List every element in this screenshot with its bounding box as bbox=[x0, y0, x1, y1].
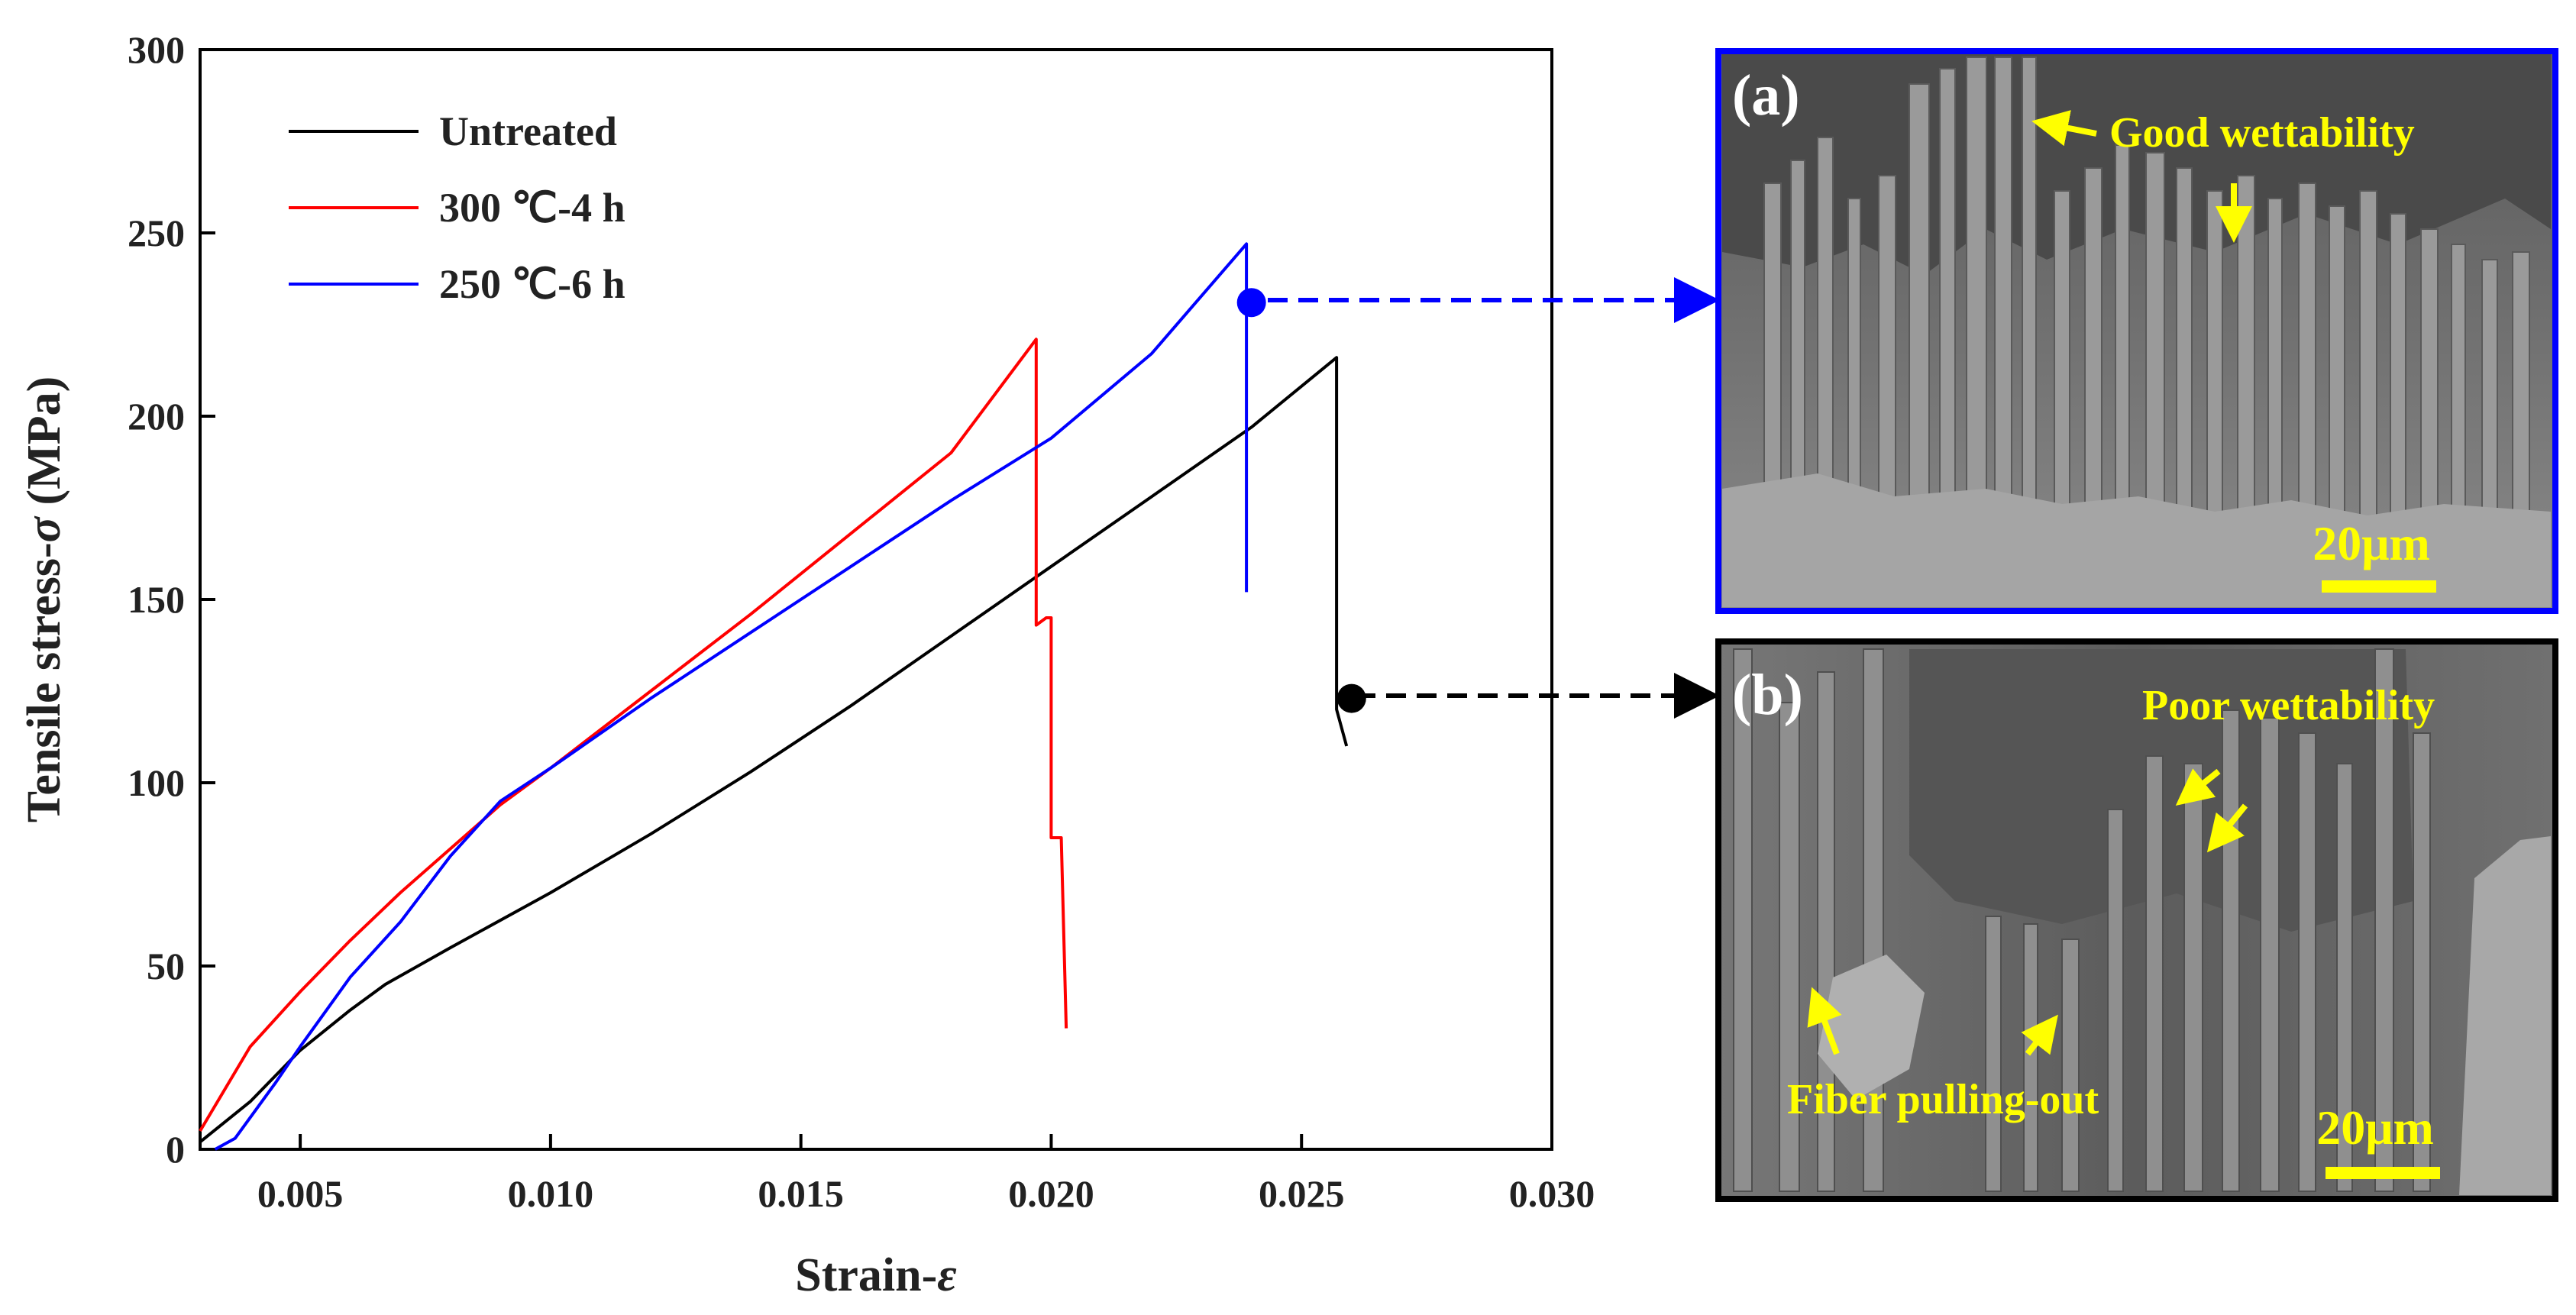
legend: Untreated 300 ℃-4 h 250 ℃-6 h bbox=[289, 108, 625, 307]
sem-panel-a-label: (a) bbox=[1732, 63, 1800, 128]
sem-panel-b-label: (b) bbox=[1732, 663, 1803, 727]
y-axis-ticks bbox=[200, 48, 215, 1151]
fracture-markers bbox=[1236, 288, 1366, 713]
x-axis-ticks bbox=[299, 1134, 1553, 1149]
sem-b-debris bbox=[1818, 955, 1925, 1100]
sem-panel-b-border bbox=[1715, 638, 2558, 1202]
y-tick-label: 100 bbox=[128, 761, 185, 804]
series-line-untreated bbox=[199, 356, 1349, 1143]
fracture-marker bbox=[1336, 683, 1366, 713]
y-tick-label: 250 bbox=[128, 212, 185, 254]
sem-panel-b: (b) Poor wettability Fiber pulling-out 2… bbox=[1715, 638, 2558, 1202]
sem-panel-a-annotation: Good wettability bbox=[2109, 109, 2415, 157]
x-tick-label: 0.010 bbox=[508, 1172, 594, 1215]
sem-panel-b-annotation-1: Poor wettability bbox=[2142, 682, 2435, 729]
y-tick-label: 50 bbox=[147, 945, 185, 987]
x-axis-tick-labels: 0.005 0.010 0.015 0.020 0.025 0.030 bbox=[257, 1172, 1595, 1215]
sem-a-fibers bbox=[1763, 57, 2530, 535]
sem-panel-a-border bbox=[1715, 48, 2558, 614]
x-tick-label: 0.015 bbox=[758, 1172, 844, 1215]
sem-panel-b-scale-label: 20μm bbox=[2316, 1100, 2434, 1155]
legend-label-250c-6h: 250 ℃-6 h bbox=[439, 261, 625, 307]
sem-b-arrow-1 bbox=[2175, 768, 2221, 806]
sem-panel-a: (a) Good wettability 20μm bbox=[1715, 48, 2558, 614]
y-tick-label: 300 bbox=[128, 28, 185, 71]
x-tick-label: 0.005 bbox=[257, 1172, 344, 1215]
series-line-250-6-h bbox=[214, 242, 1249, 1151]
plot-frame bbox=[199, 48, 1553, 1151]
x-tick-label: 0.030 bbox=[1509, 1172, 1595, 1215]
y-axis-tick-labels: 0 50 100 150 200 250 300 bbox=[128, 28, 185, 1171]
sem-a-matrix bbox=[1722, 473, 2551, 607]
y-tick-label: 200 bbox=[128, 395, 185, 438]
sem-panel-a-scale-label: 20μm bbox=[2313, 516, 2430, 570]
sem-panel-b-scale-bar bbox=[2326, 1167, 2440, 1179]
y-axis-title: Tensile stress-σ (MPa) bbox=[18, 376, 70, 822]
x-axis-title: Strain-ε bbox=[795, 1249, 956, 1301]
y-tick-label: 150 bbox=[128, 578, 185, 621]
series-lines bbox=[199, 242, 1349, 1151]
legend-label-300c-4h: 300 ℃-4 h bbox=[439, 185, 625, 231]
sem-b-arrow-3 bbox=[1807, 987, 1842, 1055]
series-line-300-4-h bbox=[199, 338, 1068, 1132]
sem-panel-a-scale-bar bbox=[2322, 580, 2436, 593]
sem-a-arrow-1 bbox=[2031, 110, 2097, 147]
sem-b-matrix-right bbox=[2459, 836, 2551, 1195]
legend-label-untreated: Untreated bbox=[439, 108, 617, 154]
stress-strain-chart: 0.005 0.010 0.015 0.020 0.025 0.030 0 50 100 150… bbox=[18, 28, 1720, 1301]
fracture-marker bbox=[1236, 288, 1266, 318]
x-tick-label: 0.020 bbox=[1008, 1172, 1094, 1215]
x-tick-label: 0.025 bbox=[1259, 1172, 1345, 1215]
sem-b-arrow-2 bbox=[2206, 803, 2248, 853]
sem-panel-b-annotation-2: Fiber pulling-out bbox=[1787, 1076, 2099, 1123]
sem-b-arrow-4 bbox=[2021, 1014, 2058, 1056]
y-tick-label: 0 bbox=[166, 1128, 185, 1171]
